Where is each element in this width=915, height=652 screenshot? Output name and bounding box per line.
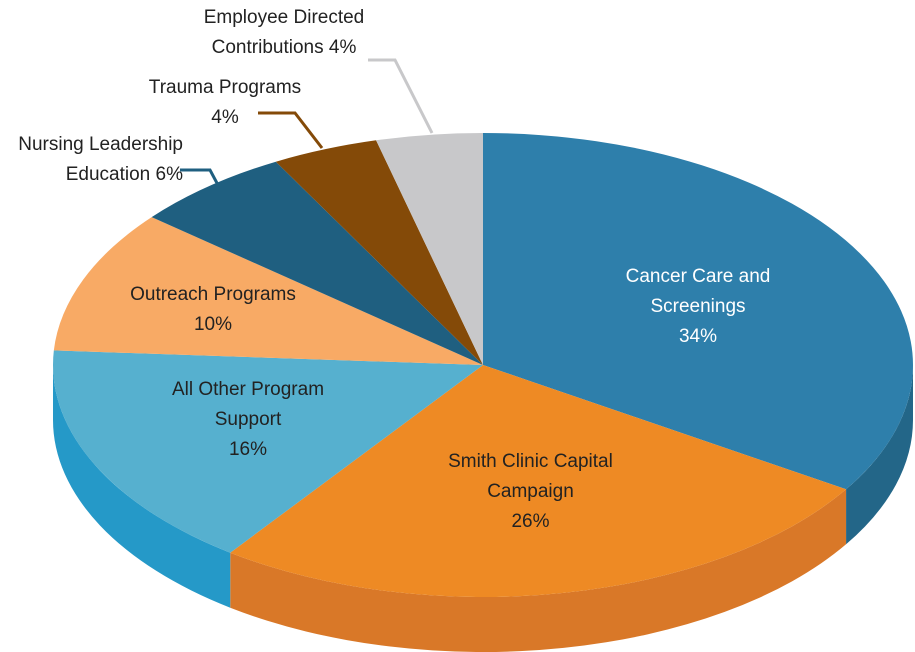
slice-label: Cancer Care and Screenings 34% xyxy=(618,262,778,352)
value-label: 34% xyxy=(678,326,718,347)
slice-side xyxy=(230,489,847,652)
value-label: 10% xyxy=(193,314,233,335)
value-label: 4% xyxy=(328,37,357,58)
slice-side xyxy=(53,365,231,608)
leader-line xyxy=(258,111,324,149)
slice-side xyxy=(846,365,913,545)
slice xyxy=(483,133,914,490)
category-label: Nursing Leadership Education xyxy=(18,134,183,185)
slice-label: Trauma Programs 4% xyxy=(125,73,325,133)
leader-line xyxy=(368,58,434,134)
value-label: 16% xyxy=(228,439,268,460)
slice-label: Smith Clinic Capital Campaign 26% xyxy=(443,447,618,537)
slice-label: Outreach Programs 10% xyxy=(113,280,313,340)
category-label: All Other Program Support xyxy=(171,379,325,430)
value-label: 26% xyxy=(511,511,550,532)
slice xyxy=(53,217,483,365)
slice-label: Employee Directed Contributions 4% xyxy=(184,3,384,63)
slice xyxy=(52,350,483,553)
value-label: 6% xyxy=(155,164,183,185)
value-label: 4% xyxy=(211,107,239,128)
slice-label: All Other Program Support 16% xyxy=(168,375,328,465)
slice xyxy=(151,161,483,365)
slice xyxy=(230,365,847,598)
pie-sides xyxy=(53,365,913,652)
category-label: Cancer Care and Screenings xyxy=(625,266,771,317)
slice xyxy=(275,140,483,365)
category-label: Employee Directed Contributions xyxy=(203,7,365,58)
slice xyxy=(376,133,483,365)
slice-label: Nursing Leadership Education 6% xyxy=(13,130,183,190)
category-label: Outreach Programs xyxy=(130,284,296,305)
pie-tops xyxy=(52,133,914,598)
category-label: Trauma Programs xyxy=(148,77,302,98)
category-label: Smith Clinic Capital Campaign xyxy=(448,451,613,502)
leader-line xyxy=(180,168,220,186)
